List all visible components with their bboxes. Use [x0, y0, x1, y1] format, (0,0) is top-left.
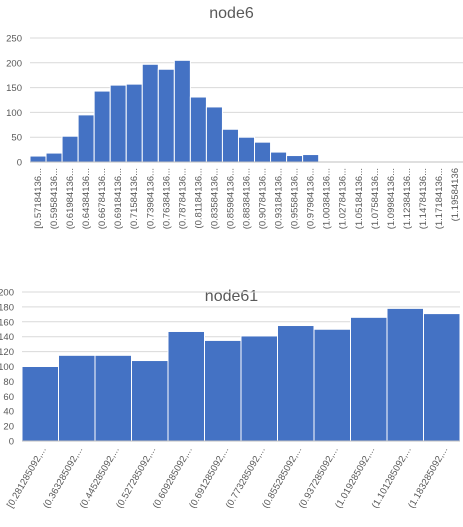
bar: [423, 313, 461, 442]
x-tick-label: (0.64384136...: [81, 168, 92, 229]
bar: [58, 354, 96, 442]
x-tick-label: (0.78784136...: [177, 168, 188, 229]
x-tick-label: (0.445285092,...: [78, 445, 122, 510]
chart-node6: node6 0 50 100 150 200 250 [0.57184136... (0.59…: [0, 0, 463, 262]
bar: [237, 136, 256, 163]
x-tick-label: (0.61984136...: [65, 168, 76, 229]
x-tick-label: (1.02784136...: [338, 168, 349, 229]
bar: [131, 360, 169, 442]
bar: [277, 325, 315, 442]
y-tick-label: 0: [17, 158, 22, 169]
bar: [189, 96, 207, 163]
chart-node6-plot: 0 50 100 150 200 250 [0.57184136... (0.59584136…: [6, 34, 463, 229]
bar: [109, 84, 127, 163]
x-tick-label: (0.85984136...: [225, 168, 236, 229]
bar: [254, 141, 272, 163]
y-tick-label: 100: [6, 108, 22, 119]
bar: [94, 354, 132, 442]
y-tick-label: 250: [6, 34, 22, 45]
x-tick-label: (0.93184136...: [274, 168, 285, 229]
x-tick-label: (0.691285092,...: [187, 445, 231, 510]
bar: [77, 114, 95, 163]
x-tick-label: (0.76384136...: [161, 168, 172, 229]
y-tick-label: 200: [6, 58, 22, 69]
x-tick-label: (0.73984136...: [145, 168, 156, 229]
x-tick-label: (0.83584136...: [209, 168, 220, 229]
x-tick-label: (1.12384136...: [402, 168, 413, 229]
x-tick-label: (0.363285092,...: [41, 445, 85, 510]
bar: [386, 307, 424, 442]
y-tick-label: 150: [6, 83, 22, 94]
bar: [350, 316, 388, 442]
x-tick-label: (1.14784136...: [418, 168, 429, 229]
x-tick-label: (0.95584136...: [290, 168, 301, 229]
x-tick-label: (0.69184136...: [113, 168, 124, 229]
x-tick-label: (1.019285092,...: [333, 445, 377, 510]
x-tick-label: [0.281285092,...: [5, 445, 49, 510]
y-tick-label: 100: [0, 362, 14, 373]
bar: [173, 59, 191, 163]
x-tick-label: (0.97984136...: [306, 168, 317, 229]
x-tick-label: (0.59584136...: [49, 168, 60, 229]
bar: [125, 83, 143, 163]
y-tick-label: 40: [3, 407, 14, 418]
y-tick-label: 50: [11, 133, 22, 144]
chart-node61-plot: 0 20 40 60 80 100 120 140 160 180 200 [0.281285092,…: [0, 288, 461, 510]
y-tick-label: 200: [0, 288, 14, 299]
x-tick-label: (0.773285092,...: [224, 445, 268, 510]
chart-title: node6: [209, 5, 254, 22]
x-tick-label: (0.88384136...: [242, 168, 253, 229]
bar: [221, 128, 239, 163]
y-tick-label: 140: [0, 332, 14, 343]
x-tick-label: (1.17184136...: [434, 168, 445, 229]
y-tick-label: 60: [3, 392, 14, 403]
bar: [270, 151, 288, 163]
x-tick-label: (1.19584136: [450, 168, 461, 221]
x-tick-label: (1.101285092,...: [370, 445, 414, 510]
x-tick-label: (1.07584136...: [370, 168, 381, 229]
bar: [93, 90, 111, 163]
x-tick-label: (0.937285092,...: [297, 445, 341, 510]
bar: [205, 106, 223, 163]
bar: [157, 68, 175, 163]
y-tick-label: 160: [0, 317, 14, 328]
x-tick-label: (1.183285092,...: [406, 445, 450, 510]
x-tick-label: (0.81184136...: [193, 168, 204, 229]
x-tick-label: (0.71584136...: [129, 168, 140, 229]
bar: [240, 335, 278, 442]
bar: [302, 154, 320, 163]
bar: [313, 328, 351, 442]
x-tick-label: (1.09984136...: [386, 168, 397, 229]
chart-node61: node61 0 20 40 60 80 100 120 140 160 180 200 [0.281…: [0, 262, 463, 527]
x-tick-label: (0.90784136...: [258, 168, 269, 229]
x-tick-label: [0.57184136...: [33, 168, 44, 229]
bar: [45, 152, 63, 163]
x-tick-label: (0.66784136...: [97, 168, 108, 229]
y-tick-label: 0: [9, 437, 14, 448]
bar: [286, 155, 304, 163]
y-tick-label: 80: [3, 377, 14, 388]
bar: [21, 366, 59, 442]
x-tick-label: (0.609285092,...: [151, 445, 195, 510]
x-tick-label: (0.527285092,...: [114, 445, 158, 510]
y-tick-label: 180: [0, 302, 14, 313]
bar: [204, 339, 242, 442]
bar: [61, 135, 79, 163]
bar: [29, 155, 47, 163]
x-tick-label: (0.855285092,...: [260, 445, 304, 510]
bar: [141, 63, 159, 163]
y-tick-label: 120: [0, 347, 14, 358]
bar: [167, 330, 205, 442]
y-tick-label: 20: [3, 422, 14, 433]
x-tick-label: (1.00384136...: [322, 168, 333, 229]
x-tick-label: (1.05184136...: [354, 168, 365, 229]
